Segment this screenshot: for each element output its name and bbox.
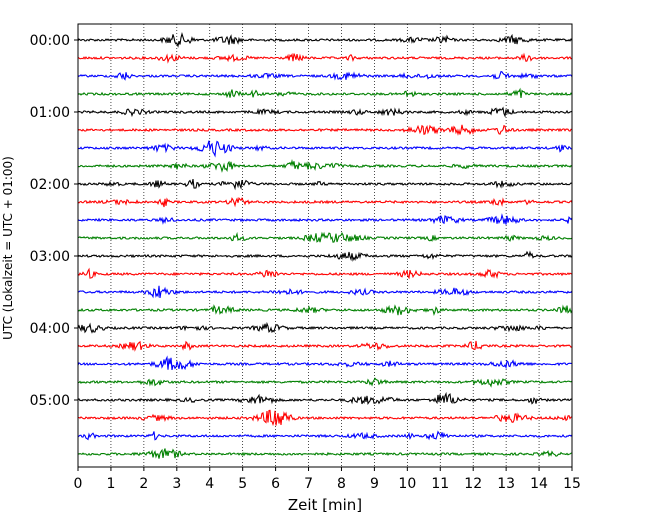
- seismic-trace: [77, 87, 573, 99]
- y-tick-label: 04:00: [30, 321, 70, 337]
- x-axis-label: Zeit [min]: [288, 496, 362, 514]
- x-tick-label: 4: [205, 476, 214, 492]
- y-tick-label: 00:00: [30, 33, 70, 49]
- grid-lines: [110, 24, 540, 467]
- seismic-traces: [77, 32, 573, 459]
- x-tick-label: 6: [271, 476, 280, 492]
- seismic-trace: [77, 196, 573, 208]
- seismic-trace: [77, 178, 573, 191]
- x-tick-label: 3: [172, 476, 181, 492]
- x-ticks: 0 1 2 3 4 5 6 7 8 9 10 11 12 13 14 15: [74, 467, 581, 492]
- seismic-trace: [77, 32, 573, 48]
- seismic-trace: [77, 52, 573, 64]
- x-tick-label: 10: [398, 476, 416, 492]
- seismic-trace: [77, 231, 573, 243]
- y-tick-label: 05:00: [30, 393, 70, 409]
- x-tick-label: 11: [431, 476, 449, 492]
- seismic-trace: [77, 340, 573, 352]
- seismic-trace: [77, 250, 573, 262]
- seismic-trace: [77, 140, 573, 158]
- x-tick-label: 1: [106, 476, 115, 492]
- seismic-trace: [77, 159, 573, 173]
- seismic-trace: [77, 304, 573, 316]
- x-tick-label: 15: [563, 476, 581, 492]
- seismic-trace: [77, 321, 573, 334]
- y-ticks: 00:00 01:00 02:00 03:00 04:00 05:00: [30, 33, 78, 409]
- seismic-trace: [78, 409, 573, 427]
- seismic-trace: [77, 267, 573, 280]
- seismic-trace: [77, 70, 573, 81]
- x-tick-label: 9: [370, 476, 379, 492]
- seismic-trace: [77, 213, 573, 225]
- seismic-trace: [77, 124, 573, 136]
- y-tick-label: 02:00: [30, 177, 70, 193]
- x-tick-label: 12: [464, 476, 482, 492]
- seismic-trace: [77, 377, 573, 388]
- seismic-trace: [77, 285, 573, 299]
- plot-frame: [77, 23, 573, 468]
- seismic-trace: [77, 391, 573, 405]
- x-tick-label: 14: [530, 476, 548, 492]
- y-axis-label: UTC (Lokalzeit = UTC + 01:00): [1, 156, 15, 340]
- seismic-trace: [77, 448, 573, 459]
- x-tick-label: 7: [304, 476, 313, 492]
- y-tick-label: 01:00: [30, 105, 70, 121]
- x-tick-label: 8: [337, 476, 346, 492]
- x-tick-label: 2: [139, 476, 148, 492]
- x-tick-label: 5: [238, 476, 247, 492]
- seismic-trace: [77, 355, 573, 371]
- y-tick-label: 03:00: [30, 249, 70, 265]
- x-tick-label: 13: [497, 476, 515, 492]
- seismic-trace: [77, 430, 573, 441]
- seismic-trace: [77, 106, 573, 118]
- x-tick-label: 0: [74, 476, 83, 492]
